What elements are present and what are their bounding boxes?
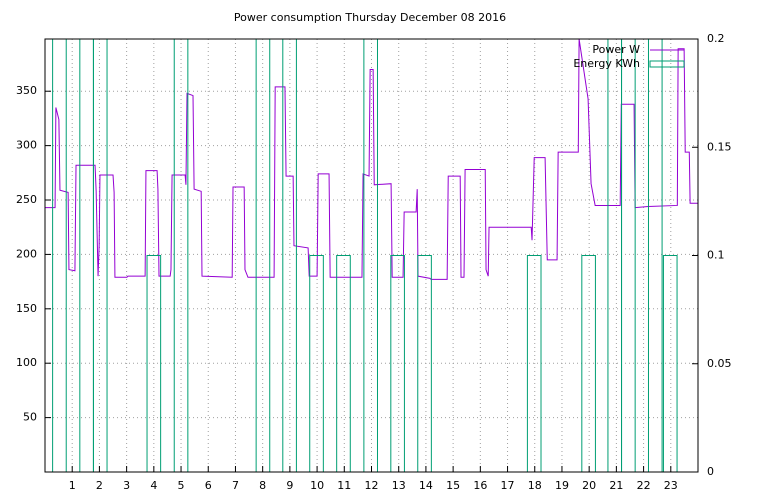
energy-box	[581, 255, 596, 472]
energy-box	[621, 39, 636, 472]
plot-border	[44, 38, 699, 473]
energy-box	[146, 255, 162, 472]
y2-tick-label: 0.05	[707, 357, 732, 370]
y2-tick-label: 0.1	[707, 249, 725, 262]
x-tick-label: 20	[582, 479, 596, 492]
x-tick-label: 21	[609, 479, 623, 492]
legend-label: Power W	[592, 43, 640, 56]
x-tick-label: 5	[178, 479, 185, 492]
energy-box	[662, 255, 678, 472]
y-tick-label: 200	[16, 247, 37, 260]
chart-title: Power consumption Thursday December 08 2…	[234, 11, 506, 24]
energy-box	[526, 255, 542, 472]
x-tick-label: 13	[392, 479, 406, 492]
y-tick-label: 50	[23, 411, 37, 424]
x-tick-label: 2	[96, 479, 103, 492]
x-tick-label: 17	[501, 479, 515, 492]
power-line	[45, 39, 698, 280]
x-tick-label: 9	[286, 479, 293, 492]
energy-box	[417, 255, 432, 472]
x-tick-label: 18	[528, 479, 542, 492]
energy-box	[52, 39, 67, 472]
x-tick-label: 16	[473, 479, 487, 492]
energy-box	[255, 39, 271, 472]
y-tick-label: 250	[16, 193, 37, 206]
energy-box	[79, 39, 94, 472]
x-tick-label: 4	[150, 479, 157, 492]
energy-box	[390, 255, 405, 472]
energy-box	[173, 39, 189, 472]
energy-box	[282, 39, 297, 472]
y2-tick-label: 0	[707, 465, 714, 478]
x-tick-label: 1	[69, 479, 76, 492]
y2-tick-label: 0.15	[707, 140, 732, 153]
x-tick-label: 22	[637, 479, 651, 492]
x-tick-label: 12	[365, 479, 379, 492]
plot-area	[45, 39, 698, 472]
energy-box	[309, 255, 324, 472]
y-tick-label: 100	[16, 356, 37, 369]
y-tick-label: 150	[16, 302, 37, 315]
legend-swatch	[649, 60, 685, 68]
x-tick-label: 7	[232, 479, 239, 492]
x-tick-label: 3	[123, 479, 130, 492]
x-tick-label: 15	[446, 479, 460, 492]
energy-box	[607, 39, 623, 472]
x-tick-label: 23	[664, 479, 678, 492]
y2-tick-label: 0.2	[707, 32, 725, 45]
x-tick-label: 19	[555, 479, 569, 492]
energy-box	[363, 39, 378, 472]
x-tick-label: 8	[259, 479, 266, 492]
x-tick-label: 11	[337, 479, 351, 492]
energy-box	[92, 39, 108, 472]
y-tick-label: 350	[16, 84, 37, 97]
energy-box	[336, 255, 351, 472]
legend-label: Energy KWh	[573, 57, 640, 70]
x-tick-label: 10	[310, 479, 324, 492]
x-tick-label: 14	[419, 479, 433, 492]
x-tick-label: 6	[205, 479, 212, 492]
y-tick-label: 300	[16, 139, 37, 152]
energy-box	[647, 39, 663, 472]
